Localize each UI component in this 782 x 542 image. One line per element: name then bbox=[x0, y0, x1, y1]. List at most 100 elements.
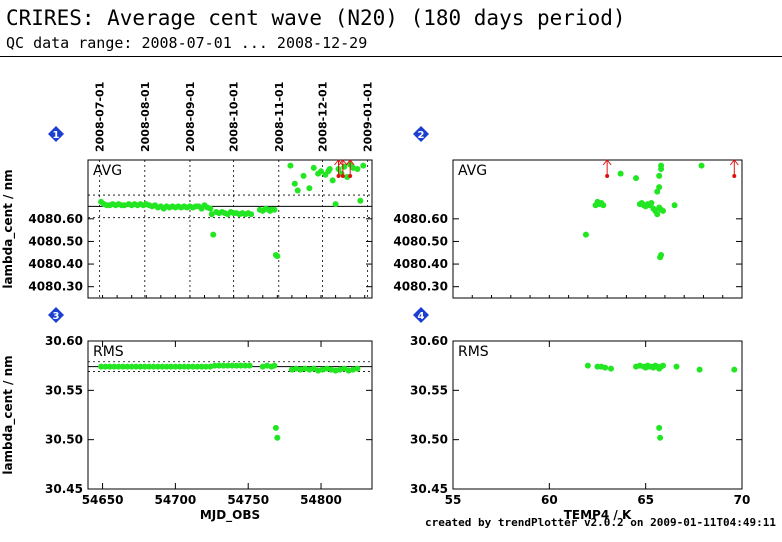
panel-frame bbox=[452, 340, 743, 490]
date-tick-label: 2008-08-01 bbox=[139, 82, 152, 152]
x-tick-label: 54650 bbox=[82, 493, 124, 507]
data-point bbox=[237, 362, 244, 369]
data-point bbox=[220, 362, 227, 369]
offscale-arrow-head bbox=[729, 159, 739, 166]
offscale-arrow-head bbox=[345, 159, 355, 166]
data-point bbox=[657, 254, 664, 261]
panel-label: RMS bbox=[93, 344, 124, 360]
data-point bbox=[137, 363, 144, 370]
panel-3: 30.45 30.50 30.55 30.60 54650 54700 54750 54800… bbox=[1, 307, 373, 523]
data-point bbox=[98, 363, 105, 370]
offscale-arrow-head bbox=[338, 159, 348, 166]
panel-frame bbox=[452, 159, 743, 299]
y-tick-label: 4080.50 bbox=[28, 234, 83, 248]
data-point bbox=[246, 362, 253, 369]
data-point bbox=[124, 363, 131, 370]
data-point bbox=[159, 363, 166, 370]
data-point bbox=[211, 362, 218, 369]
x-tick-label: 54700 bbox=[155, 493, 197, 507]
y-tick-label: 4080.40 bbox=[393, 257, 448, 271]
y-tick-label: 4080.60 bbox=[28, 212, 83, 226]
data-point bbox=[119, 363, 126, 370]
data-point bbox=[310, 164, 317, 171]
data-point bbox=[274, 253, 281, 260]
y-tick-label: 4080.30 bbox=[28, 280, 83, 294]
data-point bbox=[354, 365, 361, 372]
title-divider bbox=[0, 56, 782, 57]
data-point bbox=[271, 206, 278, 213]
x-axis-label: MJD_OBS bbox=[200, 508, 260, 523]
badge-diamond bbox=[413, 307, 429, 323]
date-tick-label: 2008-09-01 bbox=[184, 82, 197, 152]
data-point bbox=[202, 363, 209, 370]
y-tick-label: 30.50 bbox=[45, 433, 83, 447]
data-point bbox=[163, 363, 170, 370]
data-point bbox=[354, 166, 361, 173]
panel-label: AVG bbox=[458, 163, 487, 179]
panel-frame bbox=[87, 159, 373, 299]
data-point bbox=[133, 363, 140, 370]
data-point bbox=[607, 365, 614, 372]
x-tick-label: 70 bbox=[734, 493, 751, 507]
date-tick-label: 2008-11-01 bbox=[273, 82, 286, 152]
data-point bbox=[600, 202, 607, 209]
data-point bbox=[318, 168, 325, 175]
x-axis-label: TEMP4 / K bbox=[564, 508, 632, 522]
y-tick-label: 30.60 bbox=[45, 334, 83, 348]
data-point bbox=[271, 362, 278, 369]
badge-number: 2 bbox=[418, 130, 425, 141]
data-point bbox=[274, 434, 281, 441]
date-tick-label: 2008-12-01 bbox=[316, 82, 329, 152]
data-point bbox=[242, 362, 249, 369]
x-tick-label: 54750 bbox=[227, 493, 269, 507]
data-point bbox=[696, 366, 703, 373]
data-point bbox=[671, 202, 678, 209]
data-point bbox=[584, 362, 591, 369]
data-point bbox=[656, 172, 663, 179]
data-point bbox=[146, 363, 153, 370]
data-point bbox=[731, 366, 738, 373]
data-point bbox=[229, 362, 236, 369]
date-tick-label: 2008-07-01 bbox=[94, 82, 107, 152]
badge-diamond bbox=[48, 126, 64, 142]
offscale-point bbox=[336, 174, 341, 178]
panel-frame bbox=[87, 340, 373, 490]
panel-number-badge: 4 bbox=[413, 307, 429, 323]
data-point bbox=[326, 166, 333, 173]
data-point bbox=[185, 363, 192, 370]
badge-diamond bbox=[413, 126, 429, 142]
data-point bbox=[617, 170, 624, 177]
data-point bbox=[633, 175, 640, 182]
x-tick-label: 55 bbox=[445, 493, 462, 507]
y-axis-label: lambda_cent / nm bbox=[1, 169, 16, 288]
data-point bbox=[181, 363, 188, 370]
data-point bbox=[176, 363, 183, 370]
date-tick-label: 2008-10-01 bbox=[228, 82, 241, 152]
x-tick-label: 60 bbox=[541, 493, 558, 507]
data-point bbox=[207, 205, 214, 212]
badge-number: 4 bbox=[418, 311, 425, 322]
panel-1: 2008-07-01 2008-08-01 2008-09-01 2008-10-01… bbox=[1, 82, 375, 299]
footer-credit: created by trendPlotter v2.0.2 on 2009-0… bbox=[425, 516, 776, 529]
y-tick-label: 30.45 bbox=[410, 482, 448, 496]
panel-2: 4080.30 4080.40 4080.50 4080.60 AVG 2 bbox=[393, 126, 743, 299]
data-point bbox=[194, 363, 201, 370]
data-point bbox=[698, 162, 705, 169]
y-tick-label: 30.45 bbox=[45, 482, 83, 496]
data-point bbox=[300, 172, 307, 179]
data-point bbox=[224, 362, 231, 369]
data-point bbox=[128, 363, 135, 370]
offscale-point bbox=[348, 174, 353, 178]
page-title: CRIRES: Average cent wave (N20) (180 day… bbox=[6, 6, 626, 30]
badge-number: 3 bbox=[53, 311, 60, 322]
y-tick-label: 30.55 bbox=[410, 383, 448, 397]
y-tick-label: 30.60 bbox=[410, 334, 448, 348]
data-point bbox=[654, 188, 661, 195]
data-point bbox=[306, 185, 313, 192]
data-point bbox=[360, 162, 367, 169]
data-point bbox=[150, 363, 157, 370]
data-point bbox=[294, 187, 301, 194]
panel-number-badge: 2 bbox=[413, 126, 429, 142]
data-point bbox=[168, 363, 175, 370]
panel-number-badge: 1 bbox=[48, 126, 64, 142]
